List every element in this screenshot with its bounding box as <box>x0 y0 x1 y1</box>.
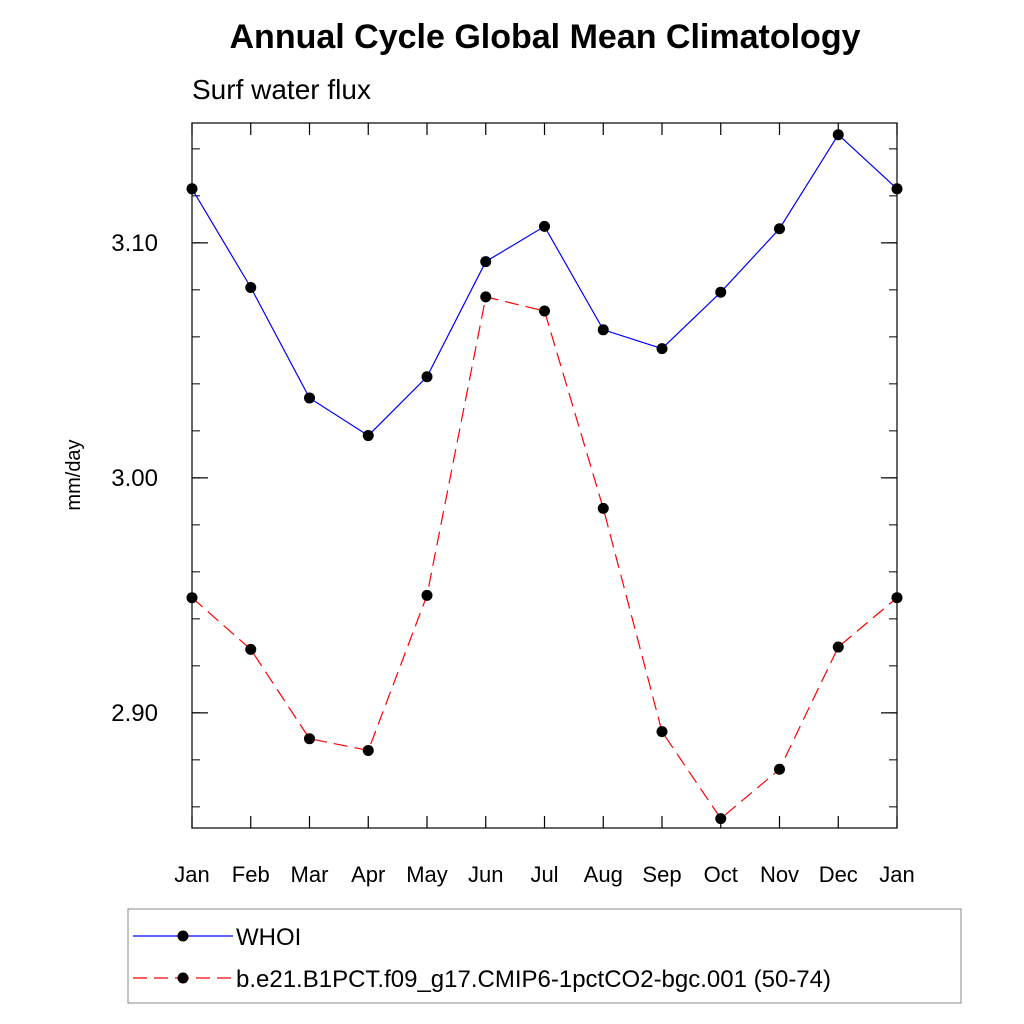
axes-layer: Jan Feb Mar Apr May Jun Jul Aug Sep Oct Nov Dec Jan 2… <box>111 123 915 887</box>
series-1-point <box>891 183 903 195</box>
x-tick-label: Oct <box>704 862 738 887</box>
series-1-point <box>421 371 433 383</box>
series-2-point <box>245 643 257 655</box>
series-2-point <box>480 291 492 303</box>
x-tick-label: Sep <box>642 862 681 887</box>
x-tick-label: Nov <box>760 862 799 887</box>
x-tick-label: Aug <box>584 862 623 887</box>
series-2-point <box>774 763 785 775</box>
x-tick-label: Jun <box>468 862 503 887</box>
series-2-point <box>891 592 903 604</box>
series-2-point <box>597 502 609 514</box>
x-tick-label: Apr <box>351 862 385 887</box>
series-2-point <box>186 592 198 604</box>
series-layer <box>186 129 903 825</box>
x-tick-label: May <box>406 862 448 887</box>
series-1-point <box>715 286 727 298</box>
series-1-point <box>480 256 492 268</box>
series-line-1 <box>191 133 898 437</box>
chart-title: Annual Cycle Global Mean Climatology <box>230 18 861 56</box>
x-tick-label: Jan <box>879 862 914 887</box>
legend-label-2: b.e21.B1PCT.f09_g17.CMIP6-1pctCO2-bgc.00… <box>236 966 831 993</box>
series-2-point <box>832 641 844 653</box>
series-2-point <box>421 589 433 601</box>
legend-box <box>127 908 962 1004</box>
x-tick-label: Dec <box>819 862 858 887</box>
y-tick-label: 2.90 <box>111 700 158 727</box>
series-1-point <box>362 430 374 442</box>
legend-label-1: WHOI <box>236 924 301 951</box>
y-axis-label: mm/day <box>63 439 85 510</box>
series-1-point <box>597 324 609 336</box>
series-2-point <box>362 744 374 756</box>
series-1-point <box>245 282 257 293</box>
series-2-point <box>304 733 315 745</box>
y-tick-label: 3.10 <box>111 230 158 257</box>
series-1-point <box>656 343 668 355</box>
y-tick-label: 3.00 <box>111 465 158 492</box>
legend-marker-1 <box>177 930 189 942</box>
legend: WHOI b.e21.B1PCT.f09_g17.CMIP6-1pctCO2-bg… <box>133 924 831 993</box>
x-tick-label: Mar <box>291 862 329 887</box>
series-2-point <box>539 305 550 317</box>
series-2-point <box>656 726 668 738</box>
legend-marker-2 <box>177 972 189 984</box>
x-tick-label: Jan <box>174 862 209 887</box>
x-tick-label: Jul <box>530 862 558 887</box>
series-1-point <box>186 183 198 195</box>
x-tick-label: Feb <box>232 862 270 887</box>
series-1-point <box>832 129 844 141</box>
series-2-point <box>715 813 727 825</box>
series-1-point <box>774 223 785 235</box>
series-1-point <box>539 220 550 232</box>
chart-subtitle: Surf water flux <box>192 74 371 105</box>
series-1-point <box>304 392 315 404</box>
